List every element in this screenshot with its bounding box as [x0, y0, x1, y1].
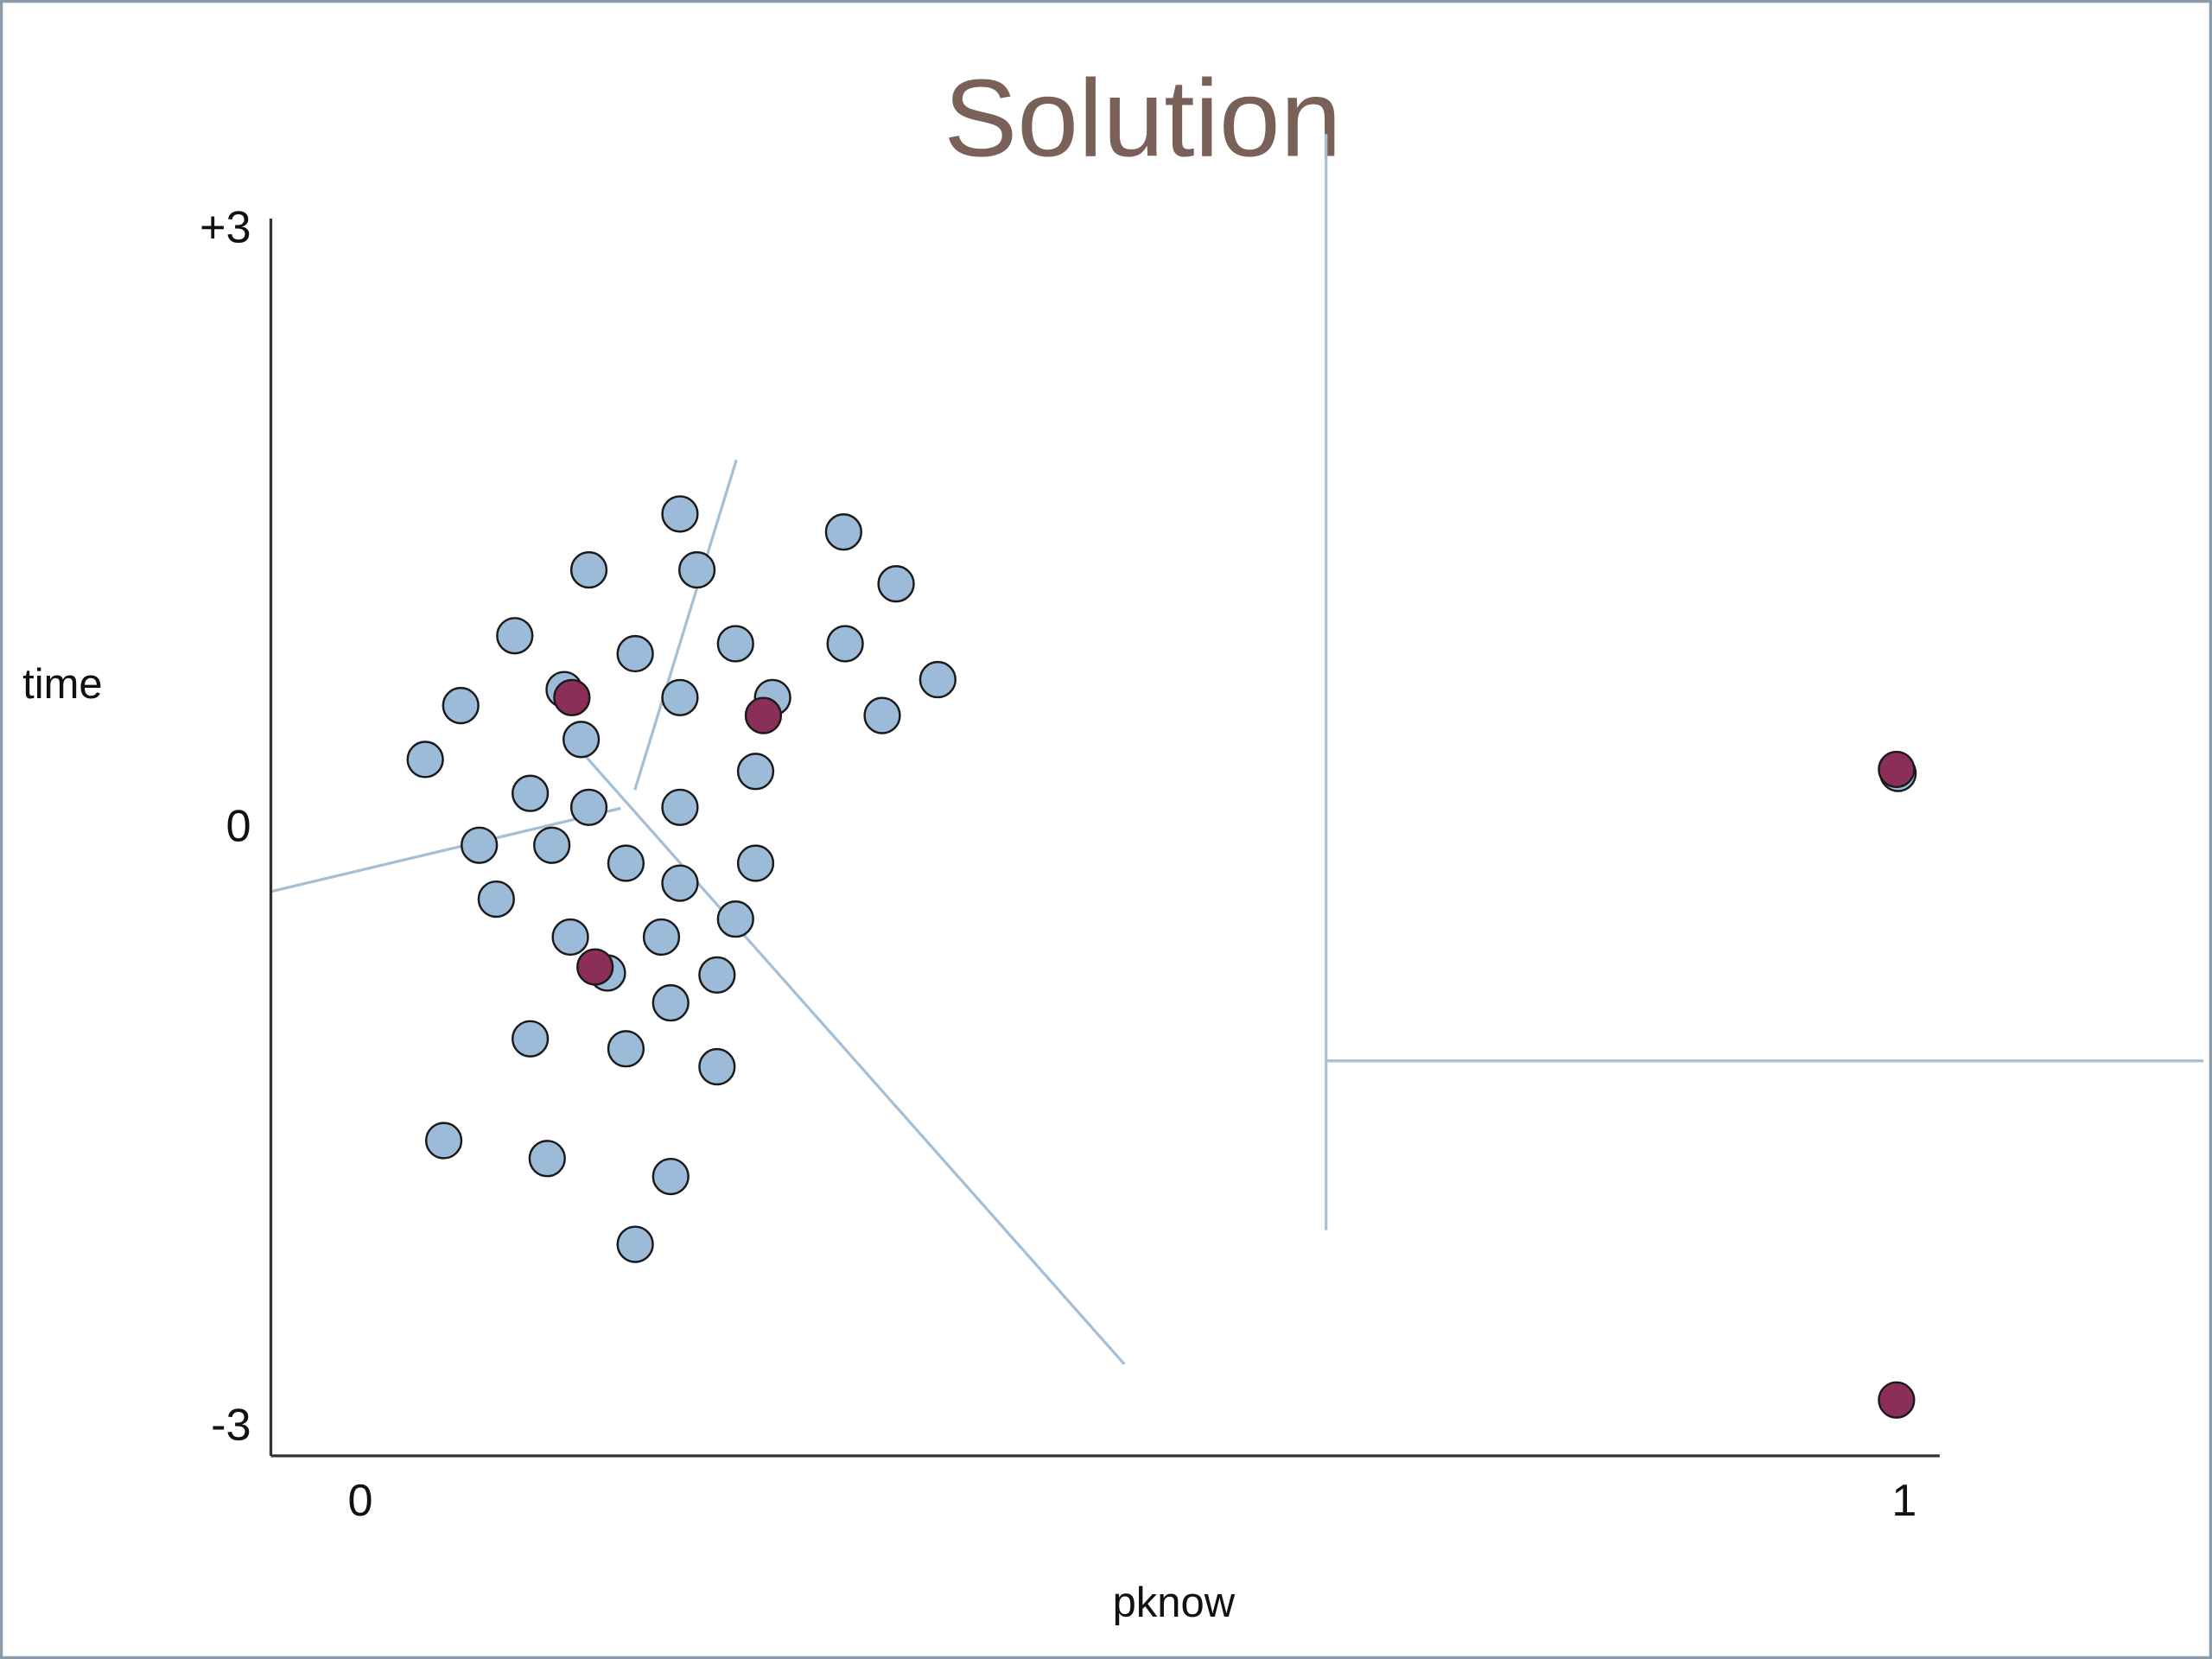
data-point: [512, 774, 550, 812]
data-point: [496, 617, 534, 655]
data-point: [562, 721, 601, 759]
y-tick-label: -3: [211, 1400, 251, 1450]
data-point: [553, 678, 591, 716]
data-point: [569, 788, 608, 826]
y-tick-label: +3: [200, 203, 251, 253]
data-point: [736, 753, 775, 791]
data-point: [826, 625, 864, 663]
data-point: [698, 1047, 736, 1086]
data-point: [424, 1122, 463, 1160]
data-point: [661, 495, 699, 533]
data-point: [877, 565, 915, 603]
data-point: [533, 826, 571, 864]
data-point: [616, 1225, 654, 1263]
data-point: [551, 918, 589, 957]
data-point: [1878, 1381, 1916, 1419]
data-point: [744, 696, 783, 734]
data-point: [642, 918, 681, 957]
data-point: [863, 696, 901, 734]
data-point: [661, 678, 699, 716]
boundary-line: [270, 806, 621, 893]
decision-boundaries: [270, 134, 2204, 1365]
data-point: [528, 1140, 566, 1178]
data-point: [607, 844, 645, 882]
data-point: [652, 984, 690, 1022]
data-point: [661, 864, 699, 902]
data-point: [698, 956, 736, 994]
x-axis-label: pknow: [1113, 1580, 1236, 1626]
data-point: [442, 686, 480, 725]
data-point: [616, 634, 654, 673]
data-point: [461, 826, 499, 864]
data-point: [569, 550, 608, 589]
chart-title: Solution: [944, 57, 1341, 180]
y-axis-label: time: [22, 661, 103, 708]
data-point: [652, 1157, 690, 1196]
data-point: [661, 788, 699, 826]
data-point: [477, 880, 515, 918]
x-tick-label: 1: [1891, 1476, 1916, 1526]
y-tick-label: 0: [226, 802, 251, 852]
data-point: [576, 948, 614, 986]
data-point: [406, 741, 444, 779]
data-point: [824, 513, 862, 551]
data-point: [736, 844, 775, 882]
data-point: [716, 625, 754, 663]
x-tick-label: 0: [348, 1476, 373, 1526]
boundary-line: [633, 459, 738, 791]
data-point: [1878, 750, 1916, 789]
data-point: [607, 1030, 645, 1068]
boundary-line: [584, 755, 1126, 1365]
data-point: [512, 1020, 550, 1058]
data-point: [716, 900, 754, 938]
data-point: [918, 660, 957, 699]
data-point: [677, 550, 716, 589]
